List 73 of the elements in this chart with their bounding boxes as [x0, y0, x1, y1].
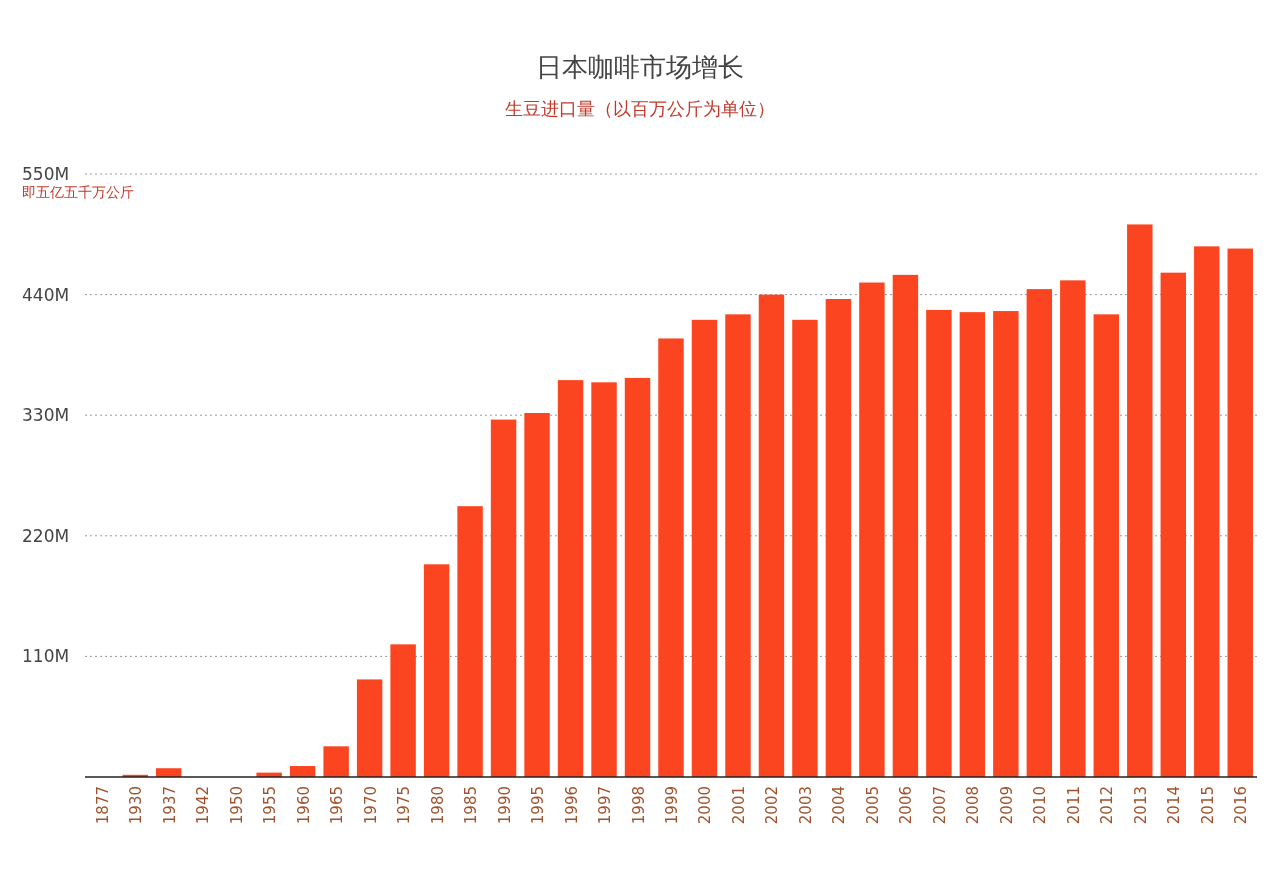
bar	[557, 380, 584, 777]
bar	[825, 298, 852, 777]
bar	[356, 679, 383, 777]
x-tick-label: 2010	[1031, 786, 1050, 825]
x-tick-label: 1998	[629, 786, 648, 825]
bar	[926, 309, 952, 777]
bar	[892, 274, 919, 777]
annotation: 即五亿五千万公斤	[22, 184, 134, 200]
x-tick-label: 1990	[495, 786, 514, 825]
bar	[1026, 289, 1053, 777]
x-tick-label: 1975	[395, 786, 414, 825]
x-tick-label: 2001	[729, 786, 748, 825]
chart-title: 日本咖啡市场增长	[536, 52, 744, 82]
bar	[1227, 248, 1253, 777]
bar	[691, 319, 718, 777]
bar	[1160, 272, 1187, 777]
bar	[792, 319, 818, 777]
x-tick-label: 2015	[1198, 786, 1217, 825]
bar	[993, 311, 1019, 777]
x-tick-label: 1996	[562, 786, 581, 825]
y-tick-label: 220M	[22, 525, 70, 546]
x-tick-label: 2008	[964, 786, 983, 825]
bar	[323, 746, 349, 777]
bar	[591, 382, 617, 777]
bar	[289, 766, 316, 777]
x-tick-label: 1970	[361, 786, 380, 825]
bar	[658, 338, 684, 777]
x-tick-label: 1942	[194, 786, 213, 825]
bar	[1194, 246, 1220, 777]
x-tick-label: 2013	[1131, 786, 1150, 825]
x-tick-label: 1930	[127, 786, 146, 825]
x-tick-label: 2014	[1165, 786, 1184, 825]
x-tick-label: 2011	[1064, 786, 1083, 825]
x-tick-label: 1999	[663, 786, 681, 825]
bar	[1093, 314, 1120, 777]
x-tick-label: 1997	[596, 786, 615, 825]
bar	[624, 377, 651, 777]
x-tick-label: 1950	[227, 786, 246, 825]
y-tick-label: 440M	[22, 284, 70, 305]
x-tick-label: 2006	[897, 786, 916, 825]
bar	[155, 768, 182, 777]
x-tick-label: 1965	[328, 786, 347, 825]
x-tick-label: 1960	[294, 786, 313, 825]
x-tick-label: 1877	[93, 786, 112, 825]
bar	[725, 314, 751, 777]
x-tick-label: 2003	[796, 786, 815, 825]
x-tick-label: 1937	[160, 786, 179, 825]
x-tick-label: 2004	[830, 786, 849, 825]
x-tick-label: 2012	[1098, 786, 1117, 825]
bar	[457, 506, 483, 777]
bar	[423, 564, 450, 777]
chart-subtitle: 生豆进口量（以百万公斤为单位）	[505, 98, 775, 119]
x-tick-label: 2002	[763, 786, 782, 825]
x-tick-label: 2016	[1232, 786, 1251, 825]
x-tick-label: 1955	[261, 786, 280, 825]
x-tick-label: 2005	[863, 786, 882, 825]
x-tick-label: 1980	[428, 786, 447, 825]
x-tick-label: 2007	[930, 786, 949, 825]
bar	[1060, 280, 1086, 777]
x-tick-label: 1985	[462, 786, 481, 825]
y-tick-label: 330M	[22, 405, 70, 426]
x-tick-label: 1995	[529, 786, 548, 825]
bar	[959, 312, 986, 777]
y-tick-label: 110M	[22, 646, 70, 667]
bar	[859, 282, 885, 777]
bar	[490, 419, 517, 777]
x-tick-label: 2009	[997, 786, 1016, 825]
bar	[524, 413, 550, 777]
y-tick-label: 550M	[22, 164, 70, 184]
bar	[758, 294, 785, 777]
x-tick-label: 2000	[696, 786, 715, 825]
bar	[1127, 224, 1153, 777]
bar	[390, 644, 416, 777]
